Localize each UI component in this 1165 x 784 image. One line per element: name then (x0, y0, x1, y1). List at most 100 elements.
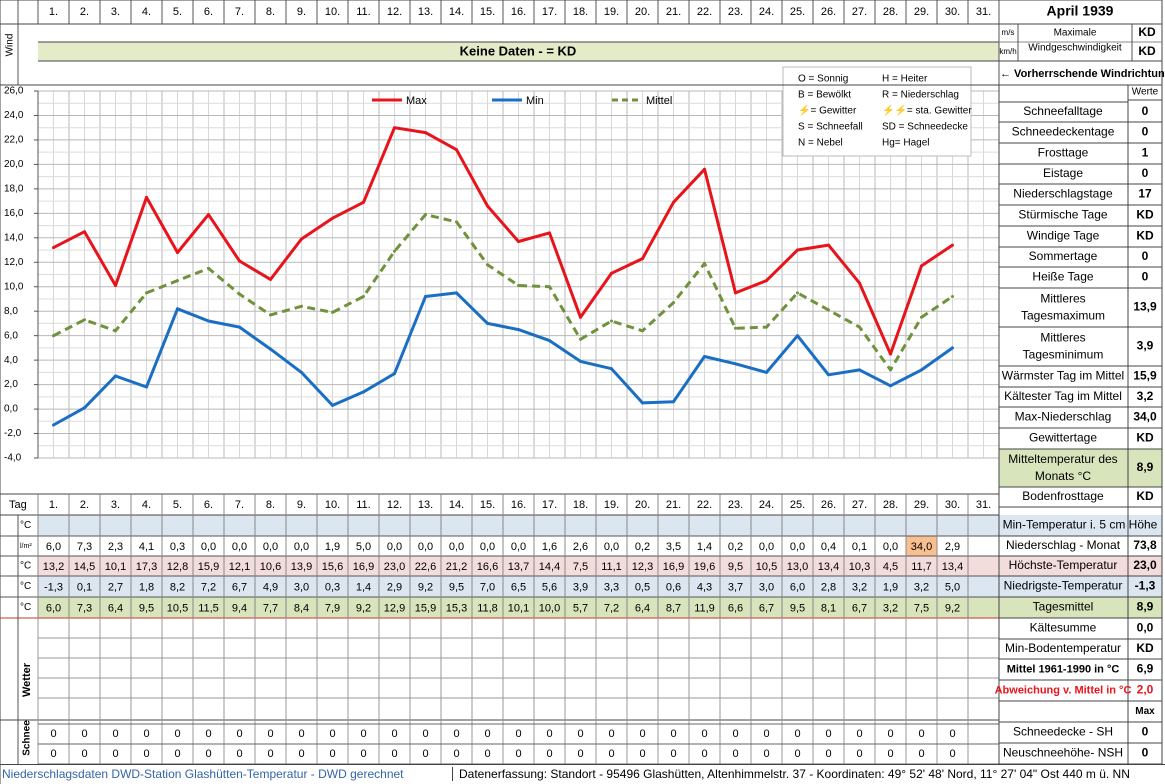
point-min-21 (672, 400, 675, 404)
cell-mean-17: 10,0 (539, 602, 560, 614)
day-header-19: 19. (604, 6, 619, 18)
cell-max-14: 21,2 (446, 561, 467, 573)
y-tick-label: 12,0 (4, 257, 24, 268)
cell-mean-1: 6,0 (46, 602, 61, 614)
point-mittel-7 (238, 292, 241, 296)
snow-cell-2-22: 0 (701, 748, 707, 760)
cell-min-26: 2,8 (821, 581, 836, 593)
stat-value-5: KD (1136, 208, 1154, 222)
snow-cell-2-8: 0 (267, 748, 273, 760)
series-line-min (52, 291, 954, 427)
cell-max-28: 4,5 (883, 561, 898, 573)
row-fill-max (38, 556, 999, 576)
y-tick-label: 20,0 (4, 159, 24, 170)
max-wind-ms: KD (1138, 25, 1156, 39)
point-min-19 (610, 367, 613, 371)
snow-cell-1-17: 0 (546, 728, 552, 740)
point-mittel-12 (393, 249, 396, 253)
cell-mean-14: 15,3 (446, 602, 467, 614)
row-fill-min (38, 576, 999, 597)
point-mittel-22 (703, 262, 706, 265)
cell-precip-20: 0,2 (635, 541, 650, 553)
cell-min-29: 3,2 (914, 581, 929, 593)
point-min-26 (827, 373, 830, 377)
snow-cell-2-19: 0 (608, 748, 614, 760)
snow-cell-2-5: 0 (174, 748, 180, 760)
cell-max-18: 7,5 (573, 561, 588, 573)
day-footer-31: 31. (976, 499, 991, 511)
point-max-11 (362, 200, 365, 204)
y-tick-label: 14,0 (4, 232, 24, 243)
point-max-23 (734, 291, 737, 295)
point-max-28 (889, 352, 892, 356)
point-max-7 (238, 259, 241, 263)
point-min-29 (920, 368, 923, 372)
cell-min-20: 0,5 (635, 581, 650, 593)
day-header-18: 18. (573, 6, 588, 18)
point-min-20 (641, 401, 644, 405)
day-footer-2: 2. (80, 499, 89, 511)
cell-precip-8: 0,0 (263, 541, 278, 553)
cell-max-22: 19,6 (694, 561, 715, 573)
point-mittel-29 (920, 315, 923, 319)
day-footer-9: 9. (297, 499, 306, 511)
day-footer-24: 24. (759, 499, 774, 511)
row-fill-mean (38, 597, 999, 618)
point-max-3 (114, 284, 117, 287)
point-max-26 (827, 243, 830, 247)
snow-cell-1-4: 0 (143, 728, 149, 740)
snow-cell-1-24: 0 (763, 728, 769, 740)
code-legend-item: ⚡= Gewitter (798, 104, 857, 117)
stat-value-11: 15,9 (1133, 369, 1157, 383)
chart-series (52, 66, 972, 427)
snow-cell-1-11: 0 (360, 728, 366, 740)
stat-label-10-line2: Tagesminimum (1023, 348, 1104, 362)
day-header-11: 11. (356, 6, 370, 18)
unit-ms: m/s (1002, 28, 1015, 37)
cell-precip-6: 0,0 (201, 541, 216, 553)
stat-label-15: Mitteltemperatur des (1008, 452, 1117, 466)
cell-max-25: 13,0 (787, 561, 808, 573)
code-legend-item: N = Nebel (798, 138, 843, 149)
summary-label-0: Min-Temperatur i. 5 cm Höhe (1003, 518, 1158, 532)
stat-label-3: Eistage (1043, 166, 1083, 180)
stat-value-14: KD (1136, 431, 1154, 445)
summary-fill-4 (999, 597, 1162, 618)
summary-fill-2 (999, 556, 1162, 576)
cell-precip-5: 0,3 (170, 541, 185, 553)
point-max-19 (610, 271, 613, 275)
point-max-16 (517, 240, 520, 243)
cell-max-16: 13,7 (508, 561, 529, 573)
cell-max-9: 13,9 (291, 561, 312, 573)
cell-max-27: 10,3 (849, 561, 870, 573)
snow-cell-1-7: 0 (236, 728, 242, 740)
cell-min-12: 2,9 (387, 581, 402, 593)
cell-precip-14: 0,0 (449, 541, 464, 553)
cell-max-13: 22,6 (415, 561, 436, 573)
cell-max-19: 11,1 (601, 561, 622, 573)
legend-label-min: Min (526, 95, 544, 107)
point-min-13 (424, 295, 427, 298)
snow-cell-1-13: 0 (422, 728, 428, 740)
summary-fill-0 (999, 515, 1162, 536)
snow-cell-2-17: 0 (546, 748, 552, 760)
point-max-22 (703, 167, 706, 171)
no-data-banner: Keine Daten - = KD (460, 43, 577, 58)
day-header-23: 23. (728, 6, 743, 18)
day-header-10: 10. (325, 6, 340, 18)
snow-cell-2-16: 0 (515, 748, 521, 760)
point-min-14 (455, 291, 458, 295)
snow-cell-1-28: 0 (887, 728, 893, 740)
snow-cell-1-10: 0 (329, 728, 335, 740)
cell-mean-16: 10,1 (508, 602, 529, 614)
point-mittel-18 (579, 337, 582, 341)
stat-label-10: Mittleres (1040, 331, 1085, 345)
day-header-20: 20. (635, 6, 650, 18)
point-mittel-17 (548, 285, 551, 289)
cell-min-10: 0,3 (325, 581, 340, 593)
point-mittel-20 (641, 329, 644, 333)
cell-mean-21: 8,7 (666, 602, 681, 614)
summary-label-1: Niederschlag - Monat (1006, 538, 1121, 552)
stat-label-5: Stürmische Tage (1018, 208, 1107, 222)
point-mittel-25 (796, 291, 799, 295)
